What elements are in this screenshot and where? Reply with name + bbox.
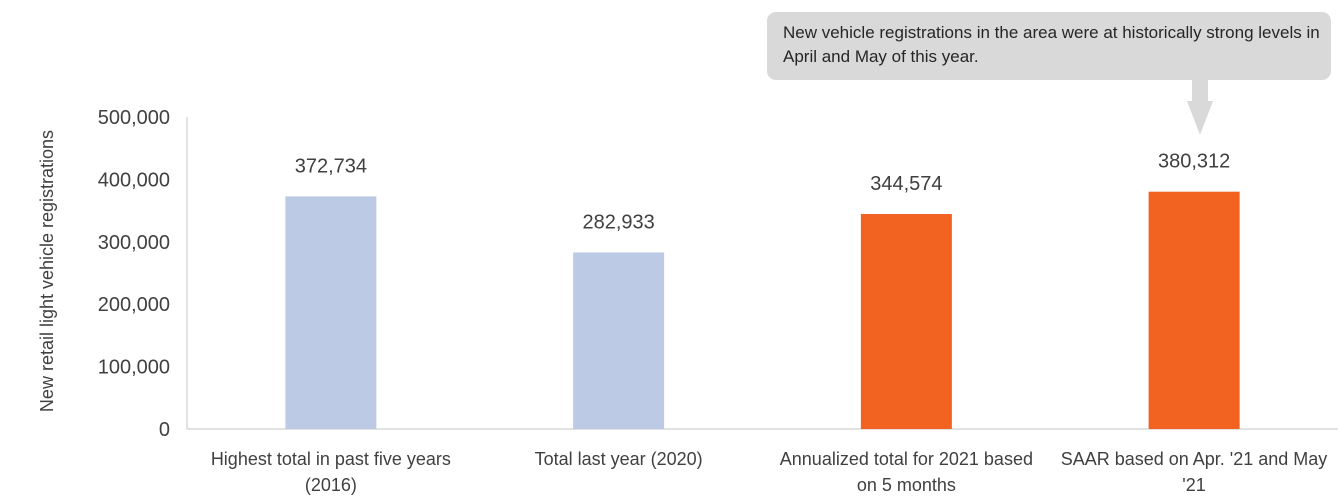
- y-tick-label: 100,000: [98, 357, 170, 379]
- y-tick-label: 200,000: [98, 294, 170, 316]
- x-tick-label: SAAR based on Apr. '21 and May '21: [1060, 449, 1328, 495]
- annotation-callout: New vehicle registrations in the area we…: [767, 12, 1331, 80]
- y-tick-label: 0: [159, 419, 170, 441]
- callout-arrow-stem: [1192, 80, 1208, 102]
- callout-arrow-icon: [1187, 101, 1213, 135]
- bar: [860, 213, 952, 429]
- y-tick-label: 500,000: [98, 107, 170, 129]
- bar: [285, 196, 377, 429]
- data-label: 380,312: [1158, 151, 1230, 173]
- data-label: 344,574: [870, 173, 942, 195]
- x-tick-label: Annualized total for 2021 based on 5 mon…: [779, 449, 1033, 495]
- annotation-text: New vehicle registrations in the area we…: [783, 23, 1320, 66]
- y-tick-label: 300,000: [98, 232, 170, 254]
- data-label: 372,734: [295, 155, 367, 177]
- x-tick-label: Highest total in past five years (2016): [210, 449, 451, 495]
- data-label: 282,933: [582, 211, 654, 233]
- bars: [285, 191, 1240, 429]
- bar: [1148, 191, 1240, 429]
- x-tick-label: Total last year (2020): [534, 449, 703, 469]
- y-tick-labels: 0 100,000 200,000 300,000 400,000 500,000: [98, 107, 170, 441]
- bar: [573, 252, 665, 429]
- value-labels: 372,734 282,933 344,574 380,312: [295, 151, 1231, 234]
- y-axis-title: New retail light vehicle registrations: [37, 129, 57, 413]
- y-tick-label: 400,000: [98, 169, 170, 191]
- chart-axes: [186, 117, 1338, 430]
